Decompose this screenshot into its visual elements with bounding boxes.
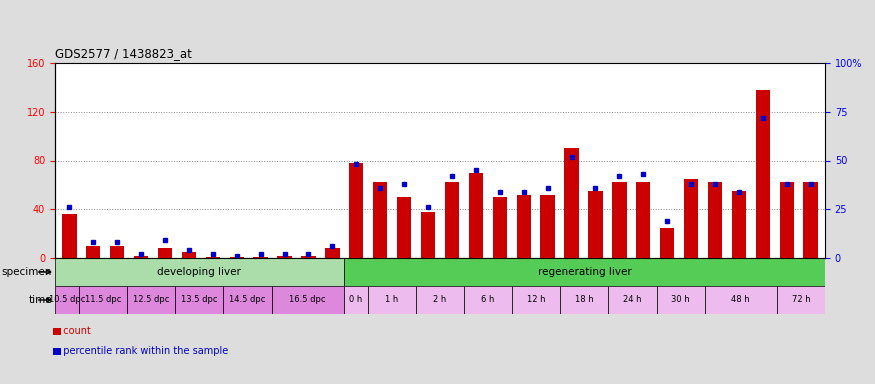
- Bar: [344, 286, 368, 314]
- Text: 72 h: 72 h: [792, 296, 810, 305]
- Text: 12 h: 12 h: [527, 296, 545, 305]
- Bar: [660, 228, 675, 258]
- Bar: [344, 258, 825, 286]
- Text: GDS2577 / 1438823_at: GDS2577 / 1438823_at: [55, 47, 192, 60]
- Bar: [803, 182, 818, 258]
- Bar: [444, 182, 459, 258]
- Bar: [564, 148, 578, 258]
- Bar: [516, 195, 531, 258]
- Text: 24 h: 24 h: [623, 296, 641, 305]
- Bar: [756, 90, 770, 258]
- Bar: [158, 248, 172, 258]
- Bar: [469, 173, 483, 258]
- Text: 6 h: 6 h: [481, 296, 495, 305]
- Bar: [684, 179, 698, 258]
- Bar: [55, 286, 79, 314]
- Bar: [541, 195, 555, 258]
- Bar: [349, 163, 363, 258]
- Bar: [612, 182, 626, 258]
- Bar: [588, 191, 603, 258]
- Bar: [780, 182, 794, 258]
- Bar: [493, 197, 507, 258]
- Bar: [397, 197, 411, 258]
- Bar: [175, 286, 223, 314]
- Text: 18 h: 18 h: [575, 296, 594, 305]
- Bar: [704, 286, 777, 314]
- Bar: [277, 256, 291, 258]
- Text: count: count: [57, 326, 91, 336]
- Text: regenerating liver: regenerating liver: [537, 267, 631, 277]
- Text: 1 h: 1 h: [385, 296, 398, 305]
- Bar: [206, 257, 220, 258]
- Text: 16.5 dpc: 16.5 dpc: [290, 296, 326, 305]
- Bar: [512, 286, 560, 314]
- Bar: [656, 286, 704, 314]
- Bar: [560, 286, 608, 314]
- Bar: [254, 257, 268, 258]
- Text: 0 h: 0 h: [349, 296, 362, 305]
- Bar: [608, 286, 656, 314]
- Text: percentile rank within the sample: percentile rank within the sample: [57, 346, 228, 356]
- Text: 11.5 dpc: 11.5 dpc: [85, 296, 122, 305]
- Text: specimen: specimen: [2, 267, 52, 277]
- Bar: [373, 182, 388, 258]
- Bar: [223, 286, 271, 314]
- Bar: [368, 286, 416, 314]
- Bar: [732, 191, 746, 258]
- Bar: [127, 286, 175, 314]
- Bar: [416, 286, 464, 314]
- Bar: [708, 182, 722, 258]
- Text: 13.5 dpc: 13.5 dpc: [181, 296, 218, 305]
- Bar: [110, 246, 124, 258]
- Bar: [182, 252, 196, 258]
- Bar: [464, 286, 512, 314]
- Text: 10.5 dpc: 10.5 dpc: [49, 296, 85, 305]
- Bar: [301, 256, 316, 258]
- Bar: [62, 214, 76, 258]
- Bar: [326, 248, 340, 258]
- Text: 30 h: 30 h: [671, 296, 690, 305]
- Text: 2 h: 2 h: [433, 296, 446, 305]
- Bar: [134, 256, 148, 258]
- Bar: [79, 286, 127, 314]
- Bar: [636, 182, 650, 258]
- Text: 48 h: 48 h: [732, 296, 750, 305]
- Bar: [421, 212, 435, 258]
- Bar: [55, 258, 344, 286]
- Bar: [777, 286, 825, 314]
- Text: 12.5 dpc: 12.5 dpc: [133, 296, 170, 305]
- Bar: [271, 286, 344, 314]
- Text: 14.5 dpc: 14.5 dpc: [229, 296, 266, 305]
- Bar: [86, 246, 101, 258]
- Bar: [229, 257, 244, 258]
- Text: time: time: [28, 295, 52, 305]
- Text: developing liver: developing liver: [158, 267, 242, 277]
